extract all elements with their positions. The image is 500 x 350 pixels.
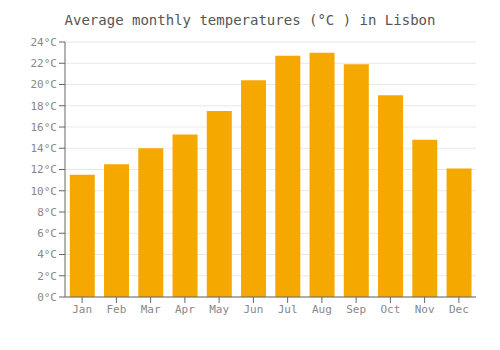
svg-text:Nov: Nov [415,303,435,316]
svg-text:Oct: Oct [380,303,400,316]
svg-text:Jul: Jul [278,303,298,316]
svg-text:Jan: Jan [72,303,92,316]
svg-text:20°C: 20°C [31,78,58,91]
svg-text:18°C: 18°C [31,100,58,113]
svg-text:22°C: 22°C [31,57,58,70]
svg-text:0°C: 0°C [37,291,57,304]
html-text:Average monthly temperatures (: Average monthly temperatures (°C ) in Li… [64,12,436,28]
svg-text:2°C: 2°C [37,270,57,283]
svg-text:10°C: 10°C [31,185,58,198]
svg-text:8°C: 8°C [37,206,57,219]
svg-text:Feb: Feb [106,303,126,316]
svg-text:14°C: 14°C [31,142,58,155]
svg-text:May: May [209,303,229,316]
svg-text:Dec: Dec [449,303,469,316]
svg-text:Apr: Apr [175,303,195,316]
svg-text:24°C: 24°C [31,36,58,49]
svg-text:Aug: Aug [312,303,332,316]
svg-text:Mar: Mar [141,303,161,316]
svg-text:Jun: Jun [243,303,263,316]
svg-text:4°C: 4°C [37,248,57,261]
svg-text:6°C: 6°C [37,227,57,240]
svg-text:16°C: 16°C [31,121,58,134]
svg-text:Sep: Sep [346,303,366,316]
svg-text:12°C: 12°C [31,163,58,176]
